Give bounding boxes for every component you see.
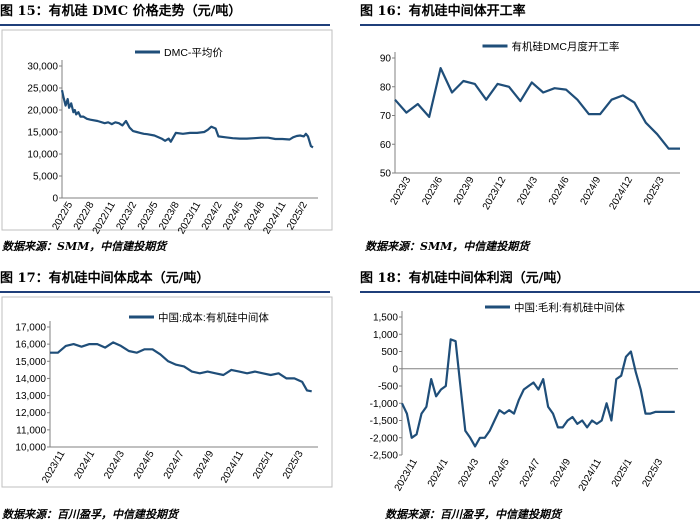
legend-label: 有机硅DMC月度开工率 xyxy=(512,40,620,53)
y-tick-label: 13,000 xyxy=(15,391,46,402)
y-tick-label: 15,000 xyxy=(15,357,46,368)
x-tick-label: 2024/5 xyxy=(132,449,157,481)
y-tick-label: 25,000 xyxy=(27,84,58,95)
y-tick-label: 1,500 xyxy=(373,313,398,324)
y-tick-label: 0 xyxy=(52,194,58,205)
legend-label: DMC-平均价 xyxy=(164,47,223,59)
y-tick-label: 500 xyxy=(381,347,398,358)
x-tick-label: 2025/3 xyxy=(642,175,667,207)
y-tick-label: 11,000 xyxy=(16,425,46,436)
panel-title: 图 18：有机硅中间体利润（元/吨） xyxy=(360,267,700,293)
y-tick-label: -2,500 xyxy=(370,451,399,462)
y-tick-label: 16,000 xyxy=(15,340,46,351)
x-tick-label: 2025/2 xyxy=(285,200,310,232)
x-tick-label: 2023/12 xyxy=(481,175,509,212)
cost-chart: 10,000 11,000 12,000 13,000 14,000 15,000 16,0… xyxy=(1,296,333,488)
y-tick-label: -2,000 xyxy=(370,433,399,444)
x-tick-label: 2025/3 xyxy=(281,449,306,481)
y-tick-label: 1,000 xyxy=(373,330,398,341)
x-tick-label: 2024/3 xyxy=(515,175,540,207)
y-tick-label: 12,000 xyxy=(15,408,46,419)
x-tick-label: 2024/9 xyxy=(192,449,217,481)
y-tick-label: 5,000 xyxy=(33,172,58,183)
dmc-price-chart: 05,00010,00015,00020,00025,00030,0002022… xyxy=(1,29,333,236)
profit-chart: -2,500 -2,000 -1,500 -1,000 -500 0 500 1,000 1,5… xyxy=(370,301,678,494)
y-tick-label: 10,000 xyxy=(15,443,46,454)
x-tick-label: 2024/9 xyxy=(548,457,573,489)
y-tick-label: -1,500 xyxy=(370,416,399,427)
x-tick-label: 2024/12 xyxy=(607,175,635,212)
x-tick-label: 2024/5 xyxy=(487,457,512,489)
source-note: 数据来源：SMM，中信建投期货 xyxy=(365,240,530,253)
x-tick-label: 2024/3 xyxy=(102,449,127,481)
x-tick-label: 2023/11 xyxy=(393,457,420,494)
x-tick-label: 2024/6 xyxy=(547,175,572,207)
x-tick-label: 2025/3 xyxy=(640,457,665,489)
x-tick-label: 2025/1 xyxy=(251,449,276,481)
y-tick-label: 17,000 xyxy=(15,323,46,334)
x-tick-label: 2023/6 xyxy=(420,175,445,207)
x-tick-label: 2024/11 xyxy=(219,449,246,486)
y-tick-label: 10,000 xyxy=(27,150,58,161)
y-tick-label: 50 xyxy=(380,169,392,180)
source-note: 数据来源：百川盈孚，中信建投期货 xyxy=(2,508,178,521)
y-tick-label: 0 xyxy=(392,364,398,375)
x-tick-label: 2024/3 xyxy=(456,457,481,489)
y-tick-label: 15,000 xyxy=(27,128,58,139)
y-tick-label: 90 xyxy=(380,54,392,65)
panel-title: 图 16：有机硅中间体开工率 xyxy=(360,0,700,26)
panel-title: 图 15：有机硅 DMC 价格走势（元/吨） xyxy=(0,0,330,26)
chart-frame xyxy=(1,296,333,488)
x-tick-label: 2024/9 xyxy=(579,175,604,207)
x-tick-label: 2024/7 xyxy=(518,457,543,489)
source-note: 数据来源：百川盈孚，中信建投期货 xyxy=(385,508,561,521)
x-tick-label: 2023/3 xyxy=(389,175,414,207)
x-tick-label: 2023/11 xyxy=(40,449,67,486)
y-tick-label: 30,000 xyxy=(27,62,58,73)
legend-label: 中国:毛利:有机硅中间体 xyxy=(514,301,625,314)
series-line xyxy=(394,66,680,150)
x-tick-label: 2025/1 xyxy=(610,457,635,489)
legend-label: 中国:成本:有机硅中间体 xyxy=(158,311,269,324)
y-tick-label: 20,000 xyxy=(27,106,58,117)
x-tick-label: 2024/7 xyxy=(162,449,187,481)
y-tick-label: -1,000 xyxy=(370,399,399,410)
y-tick-label: 80 xyxy=(380,82,392,93)
x-tick-label: 2024/1 xyxy=(426,457,451,489)
y-tick-label: 70 xyxy=(380,111,392,122)
x-tick-label: 2024/1 xyxy=(72,449,97,481)
source-note: 数据来源：SMM，中信建投期货 xyxy=(2,240,167,253)
panel-title: 图 17：有机硅中间体成本（元/吨） xyxy=(0,267,330,293)
series-line xyxy=(401,338,675,448)
y-tick-label: 60 xyxy=(380,140,392,151)
x-tick-label: 2024/11 xyxy=(577,457,604,494)
y-tick-label: 14,000 xyxy=(15,374,46,385)
x-tick-label: 2023/9 xyxy=(452,175,477,207)
series-line xyxy=(50,341,312,393)
series-line xyxy=(60,89,314,149)
chart-frame xyxy=(1,29,333,231)
y-tick-label: -500 xyxy=(378,382,398,393)
